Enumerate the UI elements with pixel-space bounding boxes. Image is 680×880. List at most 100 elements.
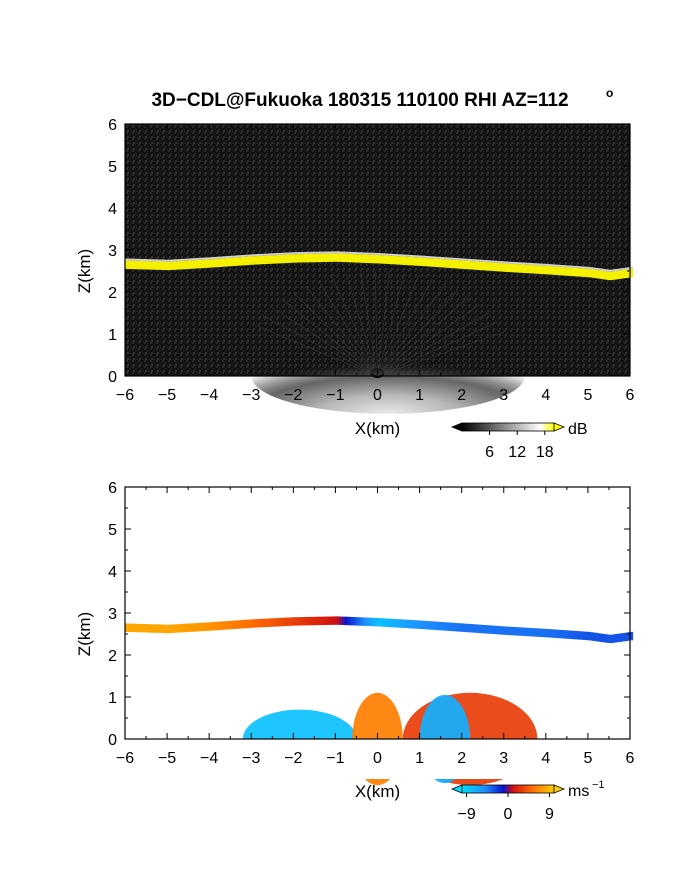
velocity-layer-cell: [198, 622, 202, 632]
layer-edge-cell: [299, 252, 303, 255]
velocity-layer-cell: [170, 624, 174, 633]
velocity-layer-cell: [450, 622, 454, 632]
velocity-layer-cell: [443, 622, 447, 631]
x-tick-label: 3: [499, 387, 508, 404]
layer-cell: [402, 256, 406, 265]
layer-edge-cell: [402, 254, 406, 257]
layer-cell: [546, 266, 550, 275]
layer-edge-cell: [627, 267, 631, 270]
velocity-layer-cell: [372, 617, 376, 627]
colorbar: −9 0 9 ms −1: [450, 779, 605, 823]
layer-edge-cell: [546, 264, 550, 267]
layer-edge-cell: [582, 266, 586, 269]
layer-edge-cell: [362, 252, 366, 255]
colorbar-unit: ms: [568, 783, 589, 800]
velocity-layer-cell: [299, 617, 303, 626]
layer-edge-cell: [296, 252, 300, 255]
layer-edge-cell: [354, 252, 358, 255]
layer-edge-cell: [614, 269, 618, 272]
velocity-layer-cell: [465, 623, 469, 633]
velocity-layer-cell: [304, 616, 308, 626]
velocity-layer-cell: [488, 625, 492, 634]
layer-edge-cell: [223, 256, 227, 259]
layer-cell: [395, 256, 399, 265]
velocity-layer-cell: [195, 623, 199, 632]
velocity-layer-cell: [142, 624, 146, 633]
layer-cell: [284, 254, 288, 264]
layer-edge-cell: [178, 259, 182, 262]
layer-cell: [582, 268, 586, 277]
layer-edge-cell: [233, 255, 237, 258]
layer-cell: [223, 258, 227, 267]
layer-cell: [450, 259, 454, 269]
layer-cell: [397, 256, 401, 265]
layer-cell: [473, 261, 477, 270]
layer-edge-cell: [531, 263, 535, 266]
layer-edge-cell: [236, 255, 240, 258]
velocity-layer-cell: [253, 619, 257, 628]
layer-cell: [622, 269, 626, 279]
layer-cell: [215, 258, 220, 268]
colorbar-tick-label: 0: [504, 806, 513, 823]
velocity-layer-cell: [529, 627, 533, 637]
beam-ray: [331, 276, 378, 377]
x-tick-label: 3: [499, 750, 508, 767]
layer-cell: [294, 254, 298, 263]
velocity-layer-cell: [246, 619, 250, 629]
layer-cell: [559, 266, 563, 276]
velocity-layer-cell: [167, 624, 172, 634]
velocity-layer-cell: [526, 627, 530, 637]
layer-edge-cell: [395, 254, 399, 257]
layer-cell: [523, 264, 528, 274]
layer-edge-cell: [228, 255, 232, 258]
velocity-layer-cell: [228, 620, 232, 630]
layer-edge-cell: [458, 258, 462, 261]
velocity-layer-cell: [402, 619, 406, 628]
layer-edge-cell: [569, 265, 573, 268]
layer-edge-cell: [291, 252, 295, 255]
layer-edge-cell: [536, 263, 540, 266]
layer-cell: [256, 256, 260, 265]
velocity-layer-cell: [357, 617, 361, 626]
velocity-layer-cell: [238, 620, 242, 629]
velocity-layer-cell: [420, 620, 424, 630]
velocity-layer-cell: [193, 623, 197, 632]
velocity-layer-cell: [478, 624, 482, 634]
layer-cell: [352, 254, 356, 263]
layer-cell: [478, 261, 482, 271]
velocity-layer-cell: [263, 618, 267, 628]
beam-ray: [293, 291, 378, 377]
velocity-layer-cell: [296, 617, 300, 626]
velocity-layer-cell: [448, 622, 452, 631]
layer-cell: [445, 259, 449, 268]
velocity-layer-cell: [185, 623, 189, 633]
velocity-layer-cell: [286, 617, 290, 626]
x-tick-label: 5: [583, 750, 592, 767]
layer-edge-cell: [195, 258, 199, 261]
x-axis-label: X(km): [355, 419, 400, 438]
layer-cell: [612, 271, 616, 280]
velocity-layer-cell: [364, 617, 368, 626]
velocity-layer-cell: [395, 619, 399, 628]
layer-cell: [198, 259, 202, 269]
velocity-layer-cell: [354, 617, 358, 626]
layer-cell: [334, 253, 338, 262]
layer-edge-cell: [135, 258, 139, 261]
x-tick-label: −4: [200, 387, 218, 404]
velocity-layer-cell: [130, 623, 134, 633]
velocity-layer-cell: [306, 616, 310, 626]
velocity-layer-cell: [559, 629, 563, 639]
layer-edge-cell: [587, 266, 591, 269]
layer-edge-cell: [374, 252, 379, 255]
layer-cell: [475, 261, 480, 270]
layer-edge-cell: [385, 253, 389, 256]
layer-cell: [342, 253, 346, 263]
velocity-layer-cell: [316, 616, 321, 626]
velocity-layer-cell: [501, 626, 505, 635]
layer-edge-cell: [390, 253, 394, 256]
layer-edge-cell: [190, 258, 194, 261]
layer-cell: [185, 260, 189, 270]
layer-edge-cell: [256, 254, 260, 257]
velocity-layer-cell: [377, 618, 381, 627]
